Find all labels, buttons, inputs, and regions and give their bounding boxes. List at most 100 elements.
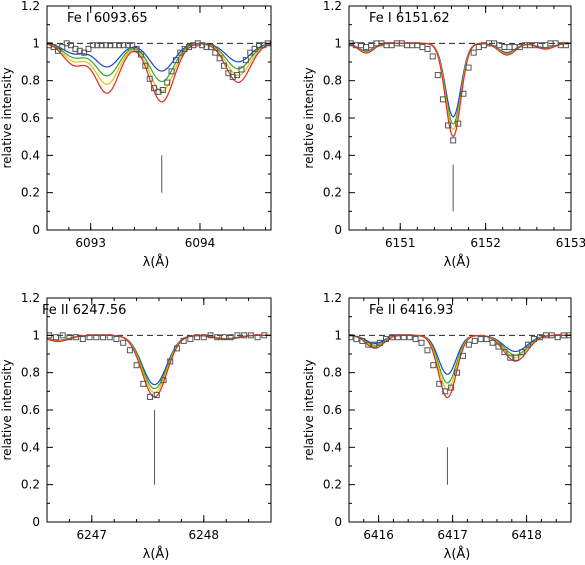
observed-point [388,334,395,341]
observed-point [113,336,120,343]
observed-point [151,85,158,92]
y-tick-label: 0 [334,515,342,529]
model-curve-blue [349,334,571,375]
observed-point [507,354,514,361]
observed-point [221,62,228,69]
observed-point [445,122,452,129]
observed-point [106,334,113,341]
observed-point [187,336,194,343]
model-curve-yellow [47,43,271,92]
observed-point [120,42,127,49]
x-tick-label: 6416 [363,528,394,542]
observed-point [140,380,147,387]
observed-point [470,49,477,56]
observed-point [214,334,221,341]
plot-area: 0 0.2 0.4 0.6 0.8 1 1.2 6416 6417 6418 [323,291,572,542]
observed-point [483,336,490,343]
observed-point [133,362,140,369]
observed-point [173,345,180,352]
x-axis-label: λ(Å) [143,546,170,562]
observed-point [59,332,66,339]
observed-point [160,377,167,384]
observed-point [442,388,449,395]
observed-point [525,341,532,348]
observed-point [107,42,114,49]
observed-point [489,339,496,346]
observed-point [241,332,248,339]
panel-fe-i-6151: 0 0.2 0.4 0.6 0.8 1 1.2 6151 6152 6153 Fe I 6151.… [302,0,585,270]
observed-point [155,88,162,95]
observed-point [153,392,160,399]
observed-points [349,332,571,395]
observed-point [68,42,75,49]
observed-point [359,337,366,344]
x-tick-label: 6152 [470,236,501,250]
observed-point [168,68,175,75]
observed-point [181,45,188,52]
x-tick-label: 6417 [437,528,468,542]
observed-point [477,336,484,343]
observed-point [94,42,101,49]
y-tick-label: 1 [334,328,342,342]
observed-point [177,49,184,56]
y-tick-label: 0.2 [323,186,342,200]
observed-point [254,334,261,341]
observed-point [406,334,413,341]
model-curve-blue [47,334,271,386]
y-tick-label: 1 [32,328,40,342]
observed-point [363,44,370,51]
panel-title: Fe II 6247.56 [42,303,126,318]
y-tick-label: 0.4 [21,440,40,454]
observed-point [554,334,561,341]
model-curve-red [349,42,571,138]
observed-point [63,40,70,47]
observed-point [120,339,127,346]
panel-title: Fe I 6093.65 [67,11,148,26]
observed-point [365,341,372,348]
observed-point [66,334,73,341]
observed-point [562,42,569,49]
model-curves [349,42,571,138]
plot-area: 0 0.2 0.4 0.6 0.8 1 1.2 6093 6094 [21,0,272,250]
observed-point [98,42,105,49]
y-axis-label: relative intensity [302,67,316,168]
observed-point [142,62,149,69]
observed-point [100,334,106,341]
x-tick-label: 6248 [189,528,220,542]
observed-point [475,44,482,51]
observed-point [207,332,214,339]
observed-point [79,336,86,343]
observed-point [247,49,254,56]
observed-point [255,42,262,49]
observed-point [220,334,227,341]
observed-point [54,47,61,54]
observed-point [129,42,136,49]
observed-point [81,49,88,56]
observed-point [50,44,57,51]
observed-point [434,72,441,79]
observed-point [471,337,478,344]
y-tick-label: 1 [32,36,40,50]
observed-point [536,334,543,341]
observed-point [377,339,384,346]
observed-point [194,40,201,47]
observed-point [454,369,461,376]
y-tick-label: 1.2 [21,0,40,13]
observed-points [47,40,271,95]
observed-point [207,44,214,51]
observed-point [495,343,502,350]
model-curve-blue [47,43,271,72]
observed-point [111,42,118,49]
observed-point [85,45,92,52]
y-axis-label: relative intensity [0,359,14,460]
x-axis-label: λ(Å) [143,254,170,270]
observed-point [460,90,467,97]
plot-frame [348,5,572,231]
observed-point [448,384,455,391]
y-tick-label: 1.2 [323,0,342,13]
observed-point [200,334,207,341]
observed-point [238,66,245,73]
observed-point [186,44,193,51]
observed-point [234,72,241,79]
